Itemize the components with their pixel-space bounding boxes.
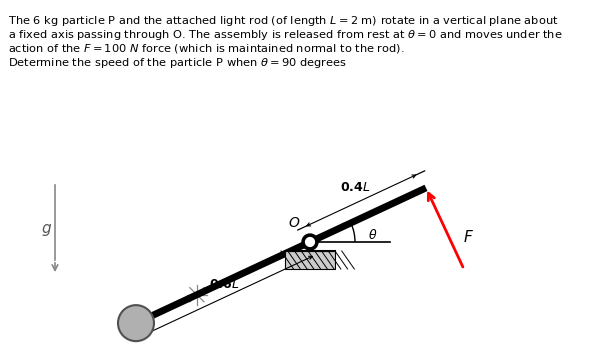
- Circle shape: [306, 238, 315, 246]
- Circle shape: [118, 305, 154, 341]
- Bar: [285, 251, 335, 269]
- Text: The 6 kg particle P and the attached light rod (of length $L = 2$ m) rotate in a: The 6 kg particle P and the attached lig…: [8, 14, 558, 28]
- Text: $F$: $F$: [463, 229, 474, 245]
- Text: Determine the speed of the particle P when $\theta = 90$ degrees: Determine the speed of the particle P wh…: [8, 56, 347, 70]
- Text: 0.6$L$: 0.6$L$: [209, 278, 239, 291]
- Circle shape: [302, 234, 318, 250]
- Text: a fixed axis passing through O. The assembly is released from rest at $\theta = : a fixed axis passing through O. The asse…: [8, 28, 563, 42]
- Text: action of the $F = 100$ $N$ force (which is maintained normal to the rod).: action of the $F = 100$ $N$ force (which…: [8, 42, 404, 55]
- Text: $g$: $g$: [42, 222, 53, 238]
- Text: 0.4$L$: 0.4$L$: [340, 181, 370, 194]
- Text: $\theta$: $\theta$: [368, 227, 377, 241]
- Text: $O$: $O$: [288, 216, 300, 230]
